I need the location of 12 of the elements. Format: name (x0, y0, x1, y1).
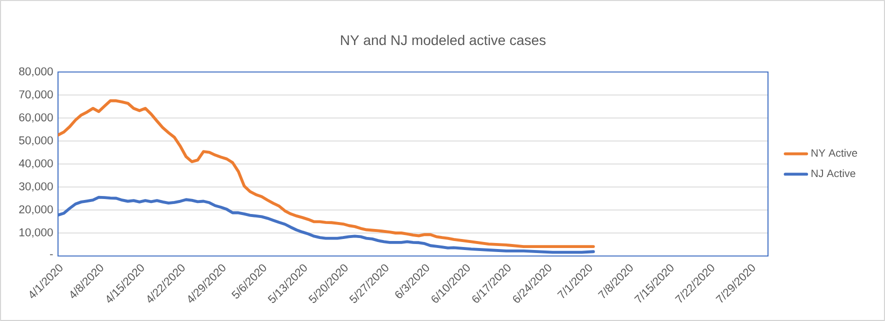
y-tick-label: - (50, 254, 53, 256)
y-tick-label: 60,000 (19, 113, 53, 123)
y-tick-label: 10,000 (20, 228, 53, 238)
y-tick-label: 40,000 (18, 159, 53, 169)
y-tick-label: 20,000 (19, 205, 53, 215)
legend-label: NY Active (812, 148, 858, 157)
y-tick-label: 30,000 (19, 182, 53, 192)
y-tick-label: 80,000 (19, 67, 53, 77)
y-tick-label: 50,000 (19, 136, 53, 146)
chart-title: NY and NJ modeled active cases (341, 34, 546, 46)
y-tick-label: 70,000 (19, 90, 53, 100)
legend-label: NJ Active (812, 169, 856, 178)
